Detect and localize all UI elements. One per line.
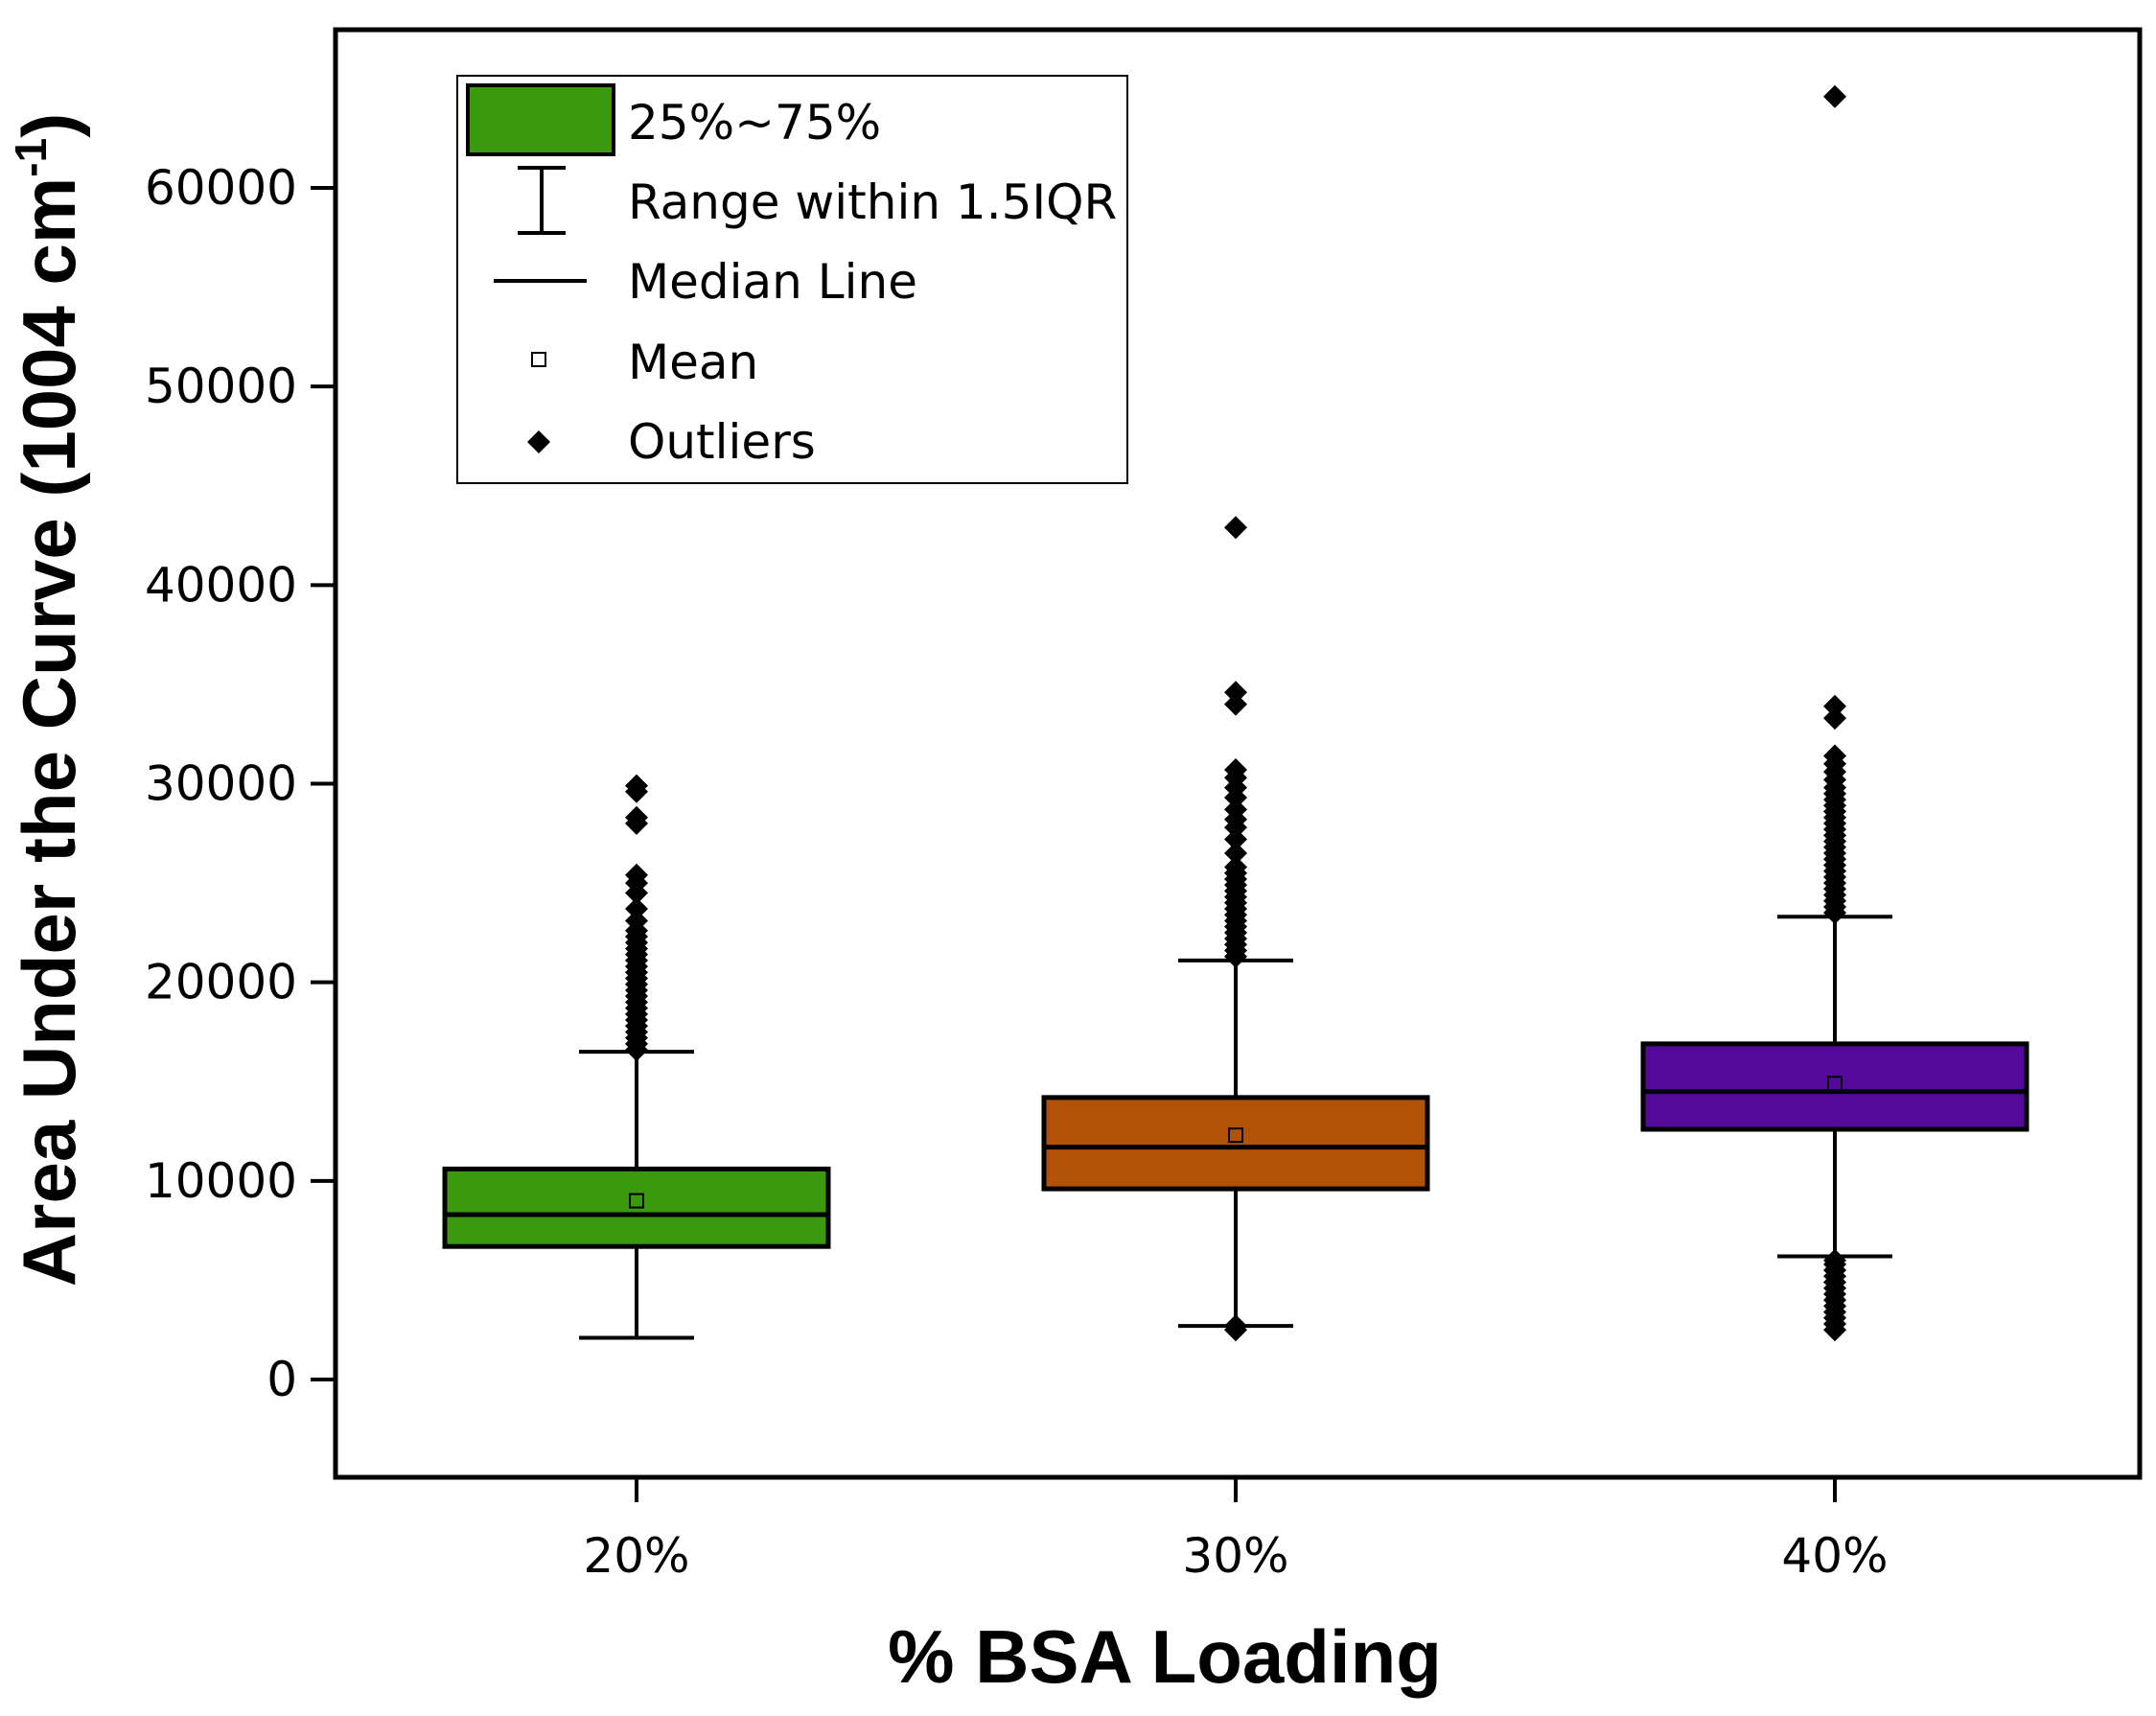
legend-box-swatch <box>466 83 615 156</box>
legend: 25%~75% Range within 1.5IQR Median Line … <box>456 75 1128 484</box>
box-group <box>1640 84 2029 1342</box>
outlier-point <box>1224 842 1247 866</box>
outlier-point <box>1224 798 1247 822</box>
y-axis: 0 10000 20000 30000 40000 50000 60000 <box>145 160 336 1407</box>
box-group <box>442 774 831 1340</box>
legend-label-outliers: Outliers <box>628 414 816 470</box>
outlier-point <box>1224 1314 1247 1338</box>
y-tick-label: 50000 <box>145 359 297 414</box>
outlier-point <box>1224 757 1247 781</box>
outlier-diamond-icon <box>527 430 550 453</box>
outlier-point <box>1224 855 1247 879</box>
box-group <box>1041 516 1430 1342</box>
outlier-point <box>625 774 648 798</box>
outlier-point <box>1224 516 1247 540</box>
outlier-point <box>1224 692 1247 716</box>
outlier-point <box>1823 707 1846 730</box>
legend-label-box: 25%~75% <box>628 95 881 151</box>
mean-marker <box>1827 1076 1843 1092</box>
iqr-box <box>1640 1041 2029 1132</box>
outlier-point <box>1823 84 1846 108</box>
x-tick-label: 30% <box>1182 1528 1288 1584</box>
y-axis-title-close: ) <box>7 113 91 138</box>
y-axis-title: Area Under the Curve (1004 cm-1) <box>6 113 91 1287</box>
x-tick-label: 40% <box>1781 1528 1888 1584</box>
y-tick-label: 0 <box>267 1352 297 1407</box>
outlier-point <box>1224 827 1247 851</box>
y-tick-label: 40000 <box>145 557 297 613</box>
x-axis-title: % BSA Loading <box>888 1614 1442 1699</box>
whisker-icon <box>518 166 566 235</box>
y-tick-label: 30000 <box>145 756 297 812</box>
y-tick-label: 60000 <box>145 160 297 216</box>
mean-marker <box>1228 1127 1243 1144</box>
y-axis-title-sup: -1 <box>6 138 56 177</box>
outlier-point <box>1823 694 1846 718</box>
mean-square-icon <box>531 352 546 367</box>
legend-label-mean: Mean <box>628 335 758 390</box>
y-axis-title-main: Area Under the Curve (1004 cm <box>7 177 91 1287</box>
x-axis: 20% 30% 40% <box>583 1477 1889 1584</box>
outlier-point <box>625 909 648 933</box>
iqr-box <box>1041 1095 1430 1192</box>
boxes-layer <box>442 84 2029 1342</box>
outlier-point <box>625 897 648 921</box>
mean-marker <box>629 1193 644 1209</box>
outlier-point <box>1224 681 1247 705</box>
outlier-point <box>625 805 648 829</box>
outlier-point <box>1823 1248 1846 1272</box>
outlier-point <box>1823 744 1846 768</box>
y-tick-label: 20000 <box>145 955 297 1010</box>
legend-label-whisker: Range within 1.5IQR <box>628 174 1117 230</box>
y-tick-label: 10000 <box>145 1153 297 1209</box>
x-tick-label: 20% <box>583 1528 689 1584</box>
outlier-point <box>625 863 648 887</box>
legend-label-median: Median Line <box>628 254 917 310</box>
